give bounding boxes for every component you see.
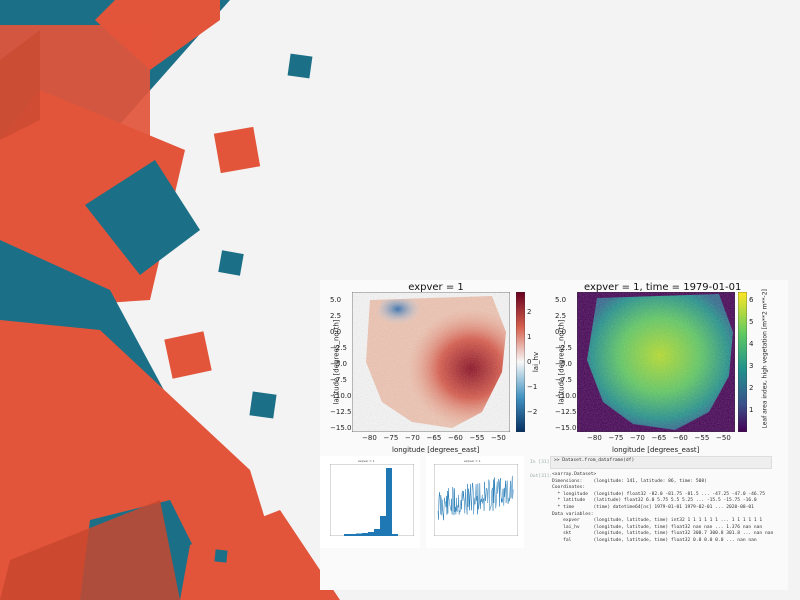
y-tick-label: −15.0 [330,424,352,432]
timeseries-line [437,475,514,521]
right-map-xlabel: longitude [degrees_east] [612,446,700,454]
output-line: * latitude (latitude) float32 6.0 5.75 5… [552,498,757,504]
colorbar-tick-label: 1 [749,406,754,414]
y-tick-label: −10.0 [555,392,577,400]
x-tick-label: −50 [716,434,731,442]
output-line: Coordinates: [552,485,586,491]
y-tick-label: −10.0 [330,392,352,400]
right-map-title: expver = 1, time = 1979-01-01 [584,282,742,293]
left-colorbar [516,292,525,432]
y-tick-label: −15.0 [555,424,577,432]
x-tick-label: −70 [405,434,420,442]
colorbar-tick-label: −2 [527,408,538,416]
orange-upper-left-strip [0,30,40,140]
left-map-xlabel: longitude [degrees_east] [392,446,480,454]
x-tick-label: −55 [694,434,710,442]
colorbar-tick-label: 5 [749,318,754,326]
y-tick-label: −5.0 [330,360,347,368]
x-tick-label: −55 [469,434,485,442]
x-tick-label: −50 [491,434,506,442]
output-line: * longitude (longitude) float32 -82.0 -8… [552,491,765,497]
small-teal-square-4 [214,549,228,563]
colorbar-tick-label: 2 [527,308,532,316]
timeseries-title: expver = 1 [464,459,481,463]
x-tick-label: −75 [608,434,624,442]
output-line: fal (longitude, latitude, time) float32 … [552,538,757,543]
y-tick-label: −7.5 [330,376,347,384]
y-tick-label: 5.0 [555,296,567,304]
input-code: >> Dataset.from_dataframe(df) [554,458,635,463]
colorbar-tick-label: 1 [527,333,532,341]
x-tick-label: −60 [448,434,463,442]
small-orange-square-2 [164,331,212,379]
output-line: <xarray.Dataset> [552,472,597,477]
y-tick-label: 2.5 [330,312,342,320]
x-tick-label: −75 [383,434,399,442]
x-tick-label: −80 [587,434,602,442]
x-tick-label: −65 [426,434,442,442]
output-line: lai_hv (longitude, latitude, time) float… [552,524,763,530]
histogram-title: expver = 1 [358,459,375,463]
small-teal-square-1 [287,53,313,79]
left-map-plot [352,292,510,432]
y-tick-label: −2.5 [330,344,347,352]
input-cell[interactable] [550,456,772,469]
output-line: expver (longitude, latitude, time) int32… [552,518,763,524]
out-prompt: Out[31]: [530,474,553,479]
y-tick-label: 0.0 [555,328,567,336]
x-tick-label: −60 [673,434,688,442]
teal-square-mid [85,160,200,275]
y-tick-label: −12.5 [330,408,352,416]
colorbar-tick-label: 2 [749,384,754,392]
left-map-title: expver = 1 [408,282,464,293]
colorbar-tick-label: 4 [749,340,754,348]
y-tick-label: 5.0 [330,296,342,304]
small-teal-square-2 [218,250,244,276]
x-tick-label: −70 [630,434,645,442]
output-line: Data variables: [552,511,594,517]
colorbar-tick-label: −1 [527,383,538,391]
output-line: Dimensions: (longitude: 141, latitude: 8… [552,478,707,484]
orange-lower-block [0,320,290,600]
in-prompt: In [31]: [530,460,553,465]
y-tick-label: 0.0 [330,328,342,336]
orange-bottom-right [180,510,340,600]
orange-square-top [95,0,220,70]
x-tick-label: −65 [651,434,667,442]
small-orange-square-3 [221,465,243,487]
timeseries-plot [434,464,518,536]
y-tick-label: −5.0 [555,360,572,368]
right-colorbar-label: Leaf area index, high vegetation [m**2 m… [761,289,769,429]
y-tick-label: 2.5 [555,312,567,320]
dark-orange-bottom [0,500,180,600]
right-map-plot [577,292,735,432]
right-colorbar [738,292,747,432]
colorbar-tick-label: 3 [749,362,754,370]
y-tick-label: −12.5 [555,408,577,416]
small-orange-square-1 [213,126,261,174]
histogram-plot [330,464,414,536]
left-colorbar-label: lai_hv [532,351,541,373]
colorbar-tick-label: 6 [749,296,754,304]
small-teal-square-3 [249,391,277,419]
y-tick-label: −2.5 [555,344,572,352]
y-tick-label: −7.5 [555,376,572,384]
output-line: skt (longitude, latitude, time) float32 … [552,531,774,537]
x-tick-label: −80 [362,434,377,442]
output-line: * time (time) datetime64[ns] 1979-01-01 … [552,505,754,510]
colorbar-tick-label: 0 [527,358,532,366]
